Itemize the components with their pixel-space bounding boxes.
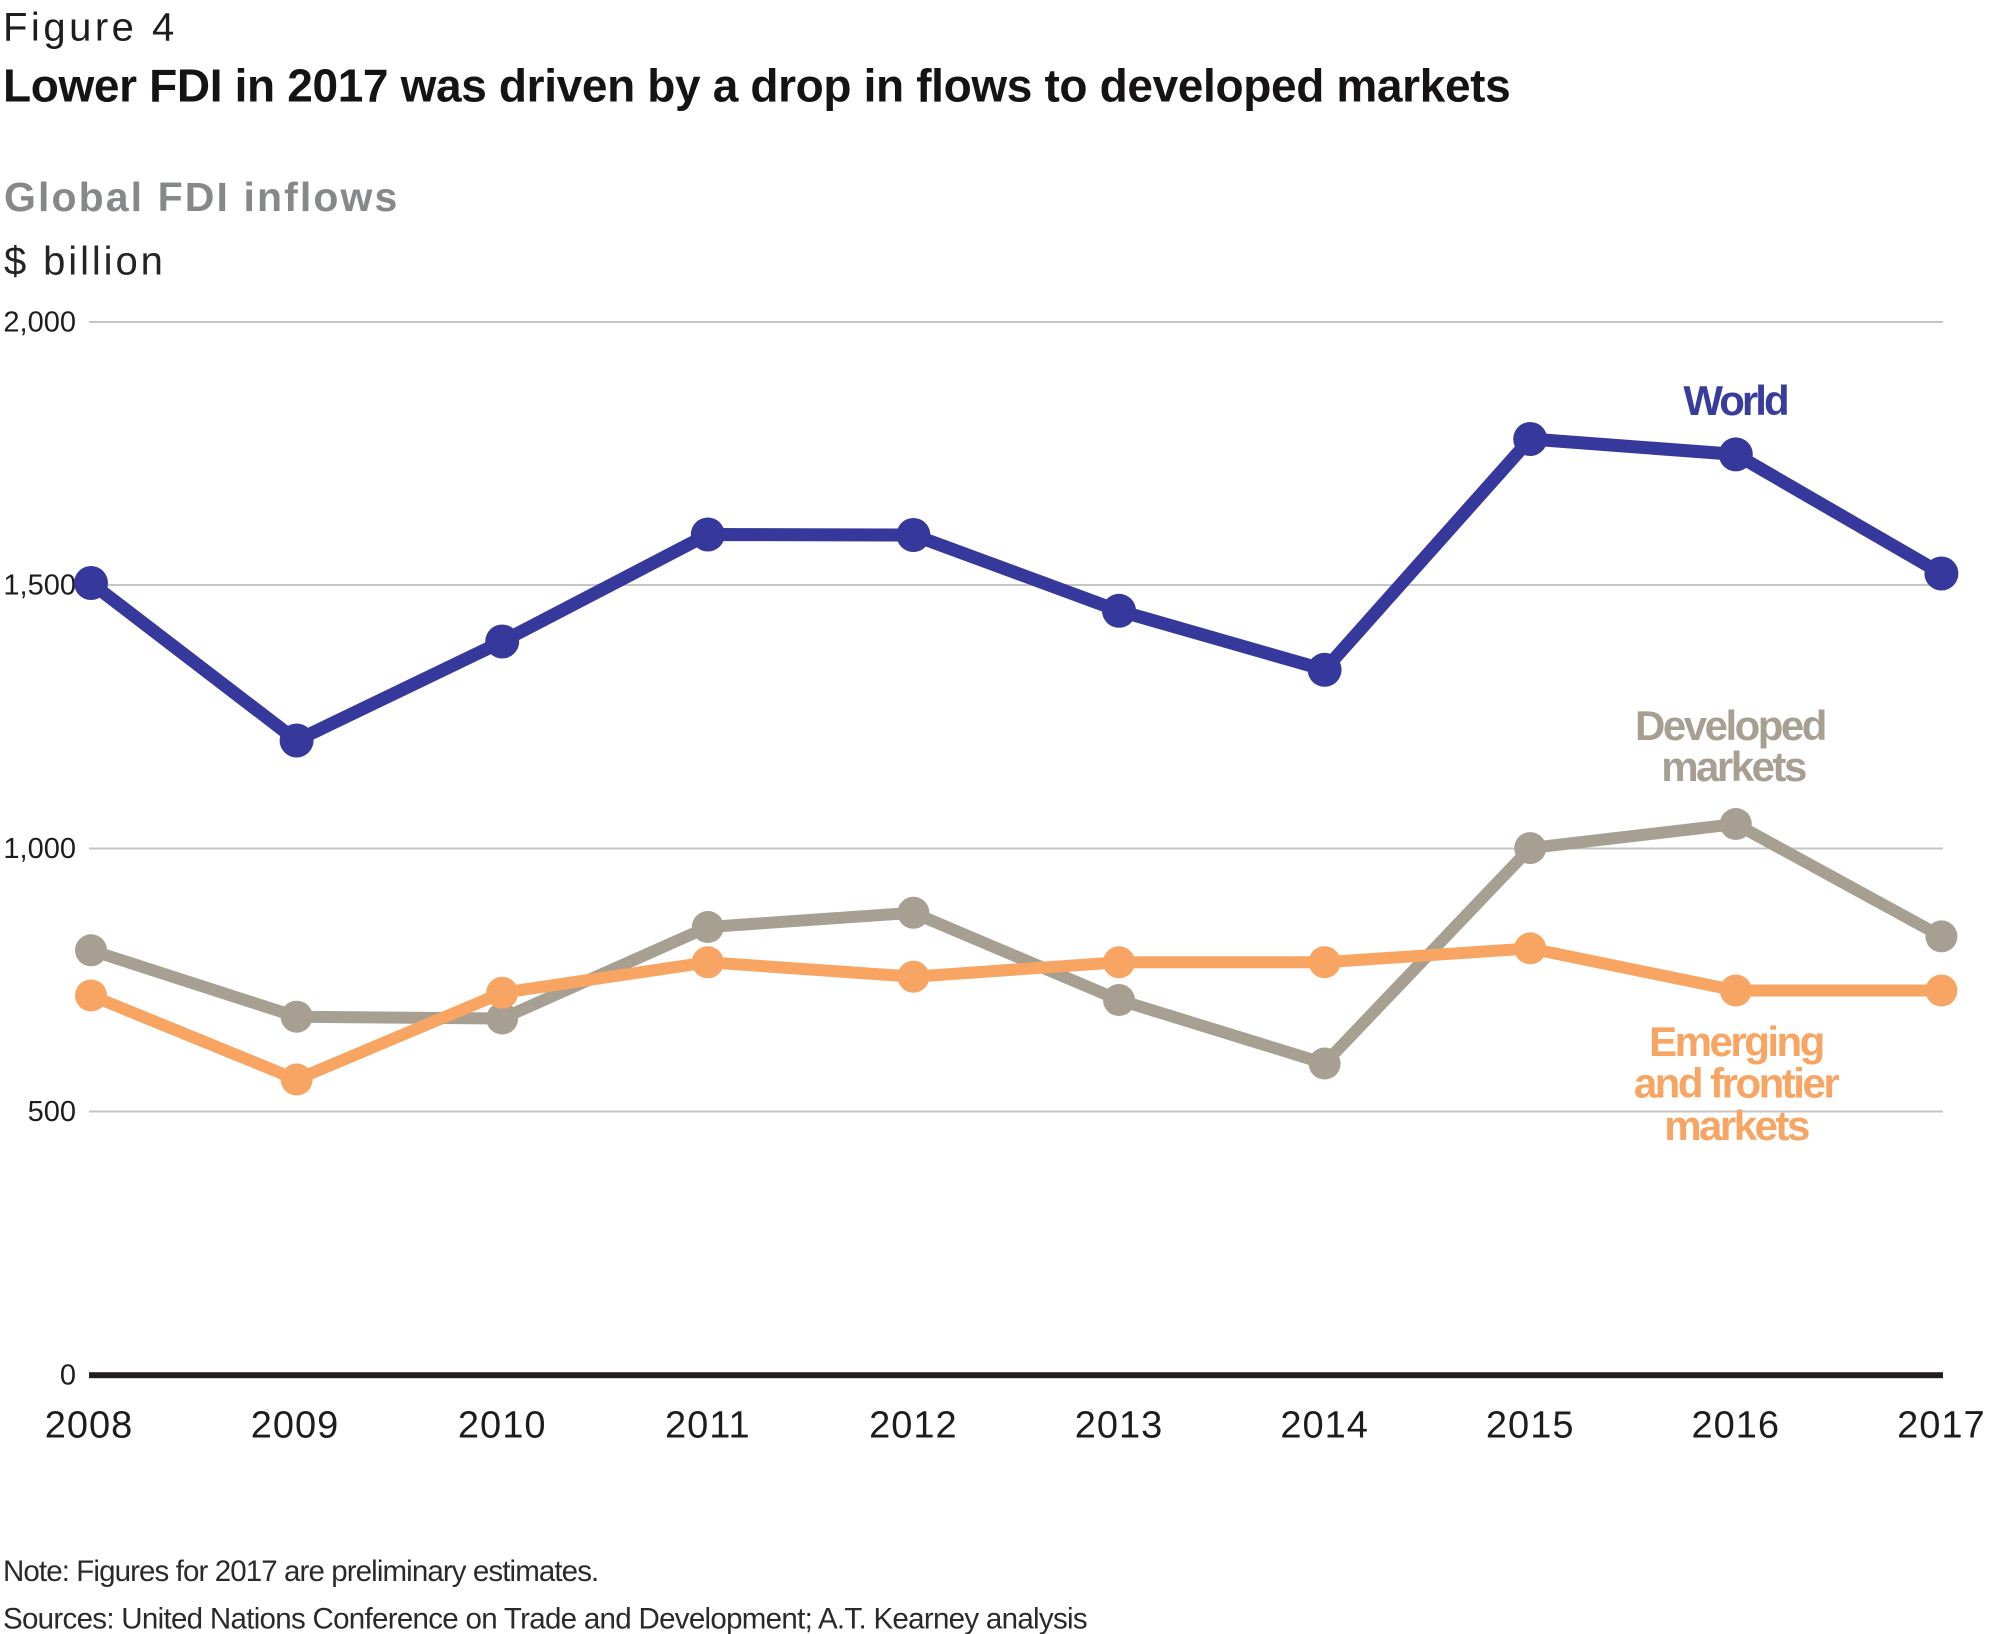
svg-text:2017: 2017 [1897,1405,1986,1447]
svg-text:2013: 2013 [1075,1405,1164,1447]
svg-text:1,500: 1,500 [3,570,76,602]
svg-text:2016: 2016 [1692,1405,1781,1447]
svg-text:and frontier: and frontier [1634,1060,1839,1107]
svg-text:2,000: 2,000 [3,307,76,339]
svg-text:markets: markets [1664,1102,1809,1149]
svg-text:0: 0 [60,1360,76,1392]
svg-text:Developed: Developed [1635,702,1825,749]
svg-text:2010: 2010 [458,1405,547,1447]
svg-text:Emerging: Emerging [1649,1018,1823,1065]
svg-text:2015: 2015 [1486,1405,1575,1447]
svg-text:Global FDI inflows: Global FDI inflows [4,174,399,220]
svg-text:500: 500 [28,1096,76,1128]
svg-text:Note: Figures for 2017 are pre: Note: Figures for 2017 are preliminary e… [3,1555,598,1588]
svg-text:markets: markets [1661,743,1806,790]
svg-text:2011: 2011 [665,1405,751,1447]
svg-text:Sources: United Nations Confer: Sources: United Nations Conference on Tr… [3,1602,1087,1634]
svg-text:2009: 2009 [251,1405,340,1447]
svg-text:2014: 2014 [1280,1405,1369,1447]
svg-text:1,000: 1,000 [3,833,76,865]
svg-text:World: World [1683,377,1787,424]
svg-text:2012: 2012 [869,1405,958,1447]
svg-text:$ billion: $ billion [4,240,166,284]
svg-text:2008: 2008 [45,1405,134,1447]
svg-text:Lower FDI in 2017 was driven b: Lower FDI in 2017 was driven by a drop i… [3,60,1510,112]
svg-text:Figure 4: Figure 4 [3,6,178,50]
